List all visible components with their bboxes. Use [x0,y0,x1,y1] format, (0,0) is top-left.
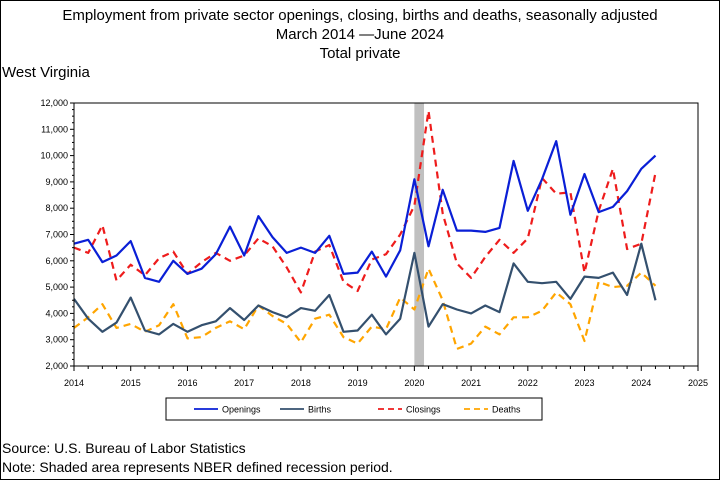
series-line-closings [73,109,657,294]
recession-note: Note: Shaded area represents NBER define… [2,459,393,475]
x-tick-label: 2018 [291,378,311,388]
y-tick-label: 3,000 [45,335,68,345]
y-tick-label: 7,000 [45,230,68,240]
x-tick-label: 2016 [177,378,197,388]
y-tick-label: 5,000 [45,282,68,292]
x-tick-label: 2023 [575,378,595,388]
x-tick-label: 2024 [631,378,651,388]
x-tick-label: 2022 [518,378,538,388]
series-line-deaths [73,267,657,350]
x-tick-label: 2020 [404,378,424,388]
state-label: West Virginia [2,64,90,81]
plot-area [73,102,699,367]
y-tick-label: 10,000 [40,151,68,161]
axis-ticks: 2,000 3,000 4,000 5,000 6,000 7,000 8,000 9,000… [40,98,708,388]
y-tick-label: 12,000 [40,98,68,108]
x-tick-label: 2014 [64,378,84,388]
series-line-births [73,242,657,336]
source-note: Source: U.S. Bureau of Labor Statistics [2,440,246,456]
y-tick-label: 6,000 [45,256,68,266]
chart-title: Employment from private sector openings,… [62,7,658,24]
chart-subtitle: Total private [319,45,401,62]
series-layer [73,109,657,350]
legend-label-deaths: Deaths [492,405,521,415]
legend-box [165,397,543,421]
y-tick-label: 9,000 [45,177,68,187]
x-tick-label: 2017 [234,378,254,388]
legend-label-openings: Openings [222,405,261,415]
x-tick-label: 2019 [348,378,368,388]
y-tick-label: 2,000 [45,361,68,371]
x-tick-label: 2025 [688,378,708,388]
legend: Openings Births Closings Deaths [165,397,543,421]
legend-label-births: Births [308,405,332,415]
chart-date-range: March 2014 —June 2024 [275,26,445,43]
legend-label-closings: Closings [406,405,441,415]
y-tick-label: 11,000 [41,124,68,134]
x-tick-label: 2015 [121,378,141,388]
y-tick-label: 4,000 [45,308,68,318]
y-tick-label: 8,000 [45,203,68,213]
x-tick-label: 2021 [461,378,481,388]
recession-band [414,103,425,366]
series-line-openings [73,140,657,283]
